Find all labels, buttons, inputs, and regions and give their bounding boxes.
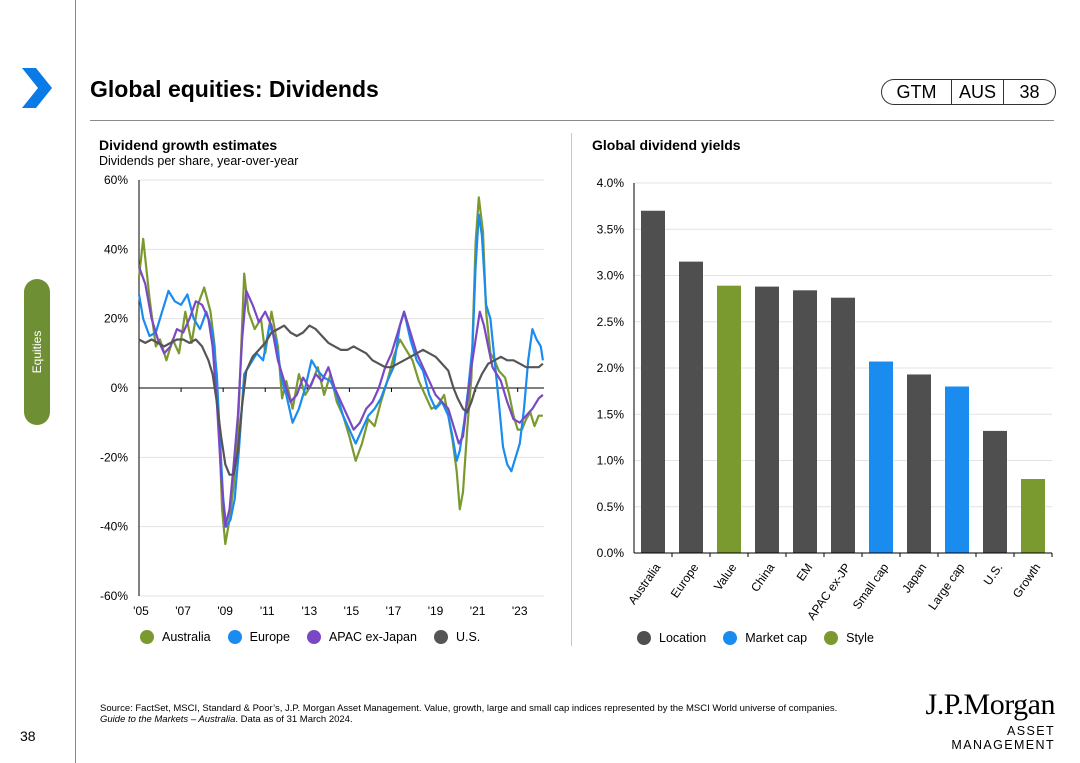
bar-y-tick-label: 2.5% [597, 315, 625, 329]
x-tick-label: '15 [344, 604, 360, 618]
dividend-growth-title: Dividend growth estimates [99, 137, 278, 153]
y-tick-label: 40% [104, 242, 128, 256]
section-tab-equities[interactable]: Equities [24, 279, 50, 425]
bar-japan [907, 374, 931, 553]
x-tick-label: '09 [217, 604, 233, 618]
chart-divider [571, 133, 572, 646]
bar-category-label: Small cap [850, 560, 892, 611]
bar-apac-ex-jp [831, 297, 855, 553]
badge-region: AUS [952, 80, 1004, 104]
series-line-apac-ex-japan [137, 266, 544, 528]
legend-dot-australia [140, 630, 154, 644]
page-title: Global equities: Dividends [90, 76, 379, 102]
x-tick-label: '05 [133, 604, 149, 618]
x-tick-label: '11 [260, 604, 275, 618]
y-tick-label: -60% [100, 589, 128, 603]
jpmorgan-logo: J.P.Morgan ASSET MANAGEMENT [905, 688, 1056, 752]
y-tick-label: 0% [111, 381, 129, 395]
legend-item-us: U.S. [433, 630, 481, 644]
bar-large-cap [945, 386, 969, 553]
series-line-u-s- [138, 324, 544, 476]
legend-dot-europe [227, 630, 242, 644]
x-tick-label: '17 [386, 604, 402, 618]
bar-y-tick-label: 1.0% [597, 454, 625, 468]
x-tick-label: '21 [470, 604, 486, 618]
title-divider [90, 120, 1054, 121]
x-tick-label: '23 [512, 604, 528, 618]
bar-em [793, 290, 817, 553]
x-tick-label: '19 [428, 604, 444, 618]
bar-china [755, 286, 779, 553]
y-tick-label: 20% [104, 312, 128, 326]
legend-dot-location [637, 631, 651, 645]
legend-label-apac: APAC ex-Japan [328, 630, 417, 644]
footnote-guide: Guide to the Markets – Australia [100, 714, 236, 725]
y-tick-label: -20% [100, 450, 128, 464]
legend-item-europe: Europe [227, 630, 290, 644]
chevron-right-icon[interactable] [18, 66, 54, 110]
bar-category-label: Large cap [925, 560, 967, 612]
bar-y-tick-label: 1.5% [597, 407, 625, 421]
legend-item-australia: Australia [140, 630, 211, 644]
bar-category-label: U.S. [981, 561, 1006, 588]
bar-category-label: Europe [668, 560, 702, 600]
legend-label-style: Style [846, 631, 874, 645]
bar-category-label: Australia [625, 560, 663, 607]
bar-y-tick-label: 0.5% [597, 500, 625, 514]
y-tick-label: -40% [100, 520, 128, 534]
legend-label-us: U.S. [455, 630, 481, 644]
page-badge: GTM AUS 38 [881, 79, 1056, 105]
dividend-growth-legend: Australia Europe APAC ex-Japan U.S. [140, 630, 497, 644]
page-number: 38 [20, 728, 36, 744]
legend-item-market-cap: Market cap [723, 631, 807, 645]
bar-y-tick-label: 2.0% [597, 361, 625, 375]
legend-dot-market-cap [723, 631, 738, 645]
legend-dot-us [433, 630, 448, 644]
legend-dot-style [824, 631, 839, 645]
bar-value [717, 285, 741, 553]
left-rail-divider [75, 0, 76, 763]
bar-u-s [983, 430, 1007, 553]
y-tick-label: 60% [104, 173, 128, 187]
badge-page: 38 [1019, 81, 1040, 102]
footnote: Source: FactSet, MSCI, Standard & Poor’s… [100, 703, 860, 725]
legend-item-style: Style [824, 631, 874, 645]
badge-gtm: GTM [882, 80, 952, 104]
footnote-date: . Data as of 31 March 2024. [235, 714, 353, 725]
logo-wordmark: J.P.Morgan [925, 688, 1056, 721]
bar-y-tick-label: 4.0% [597, 176, 625, 190]
bar-y-tick-label: 3.5% [597, 222, 625, 236]
legend-label-location: Location [659, 631, 707, 645]
bar-category-label: Growth [1010, 561, 1044, 601]
legend-item-apac: APAC ex-Japan [306, 630, 417, 644]
x-tick-label: '07 [175, 604, 191, 618]
footnote-source: Source: FactSet, MSCI, Standard & Poor’s… [100, 703, 838, 714]
bar-category-label: China [748, 560, 778, 594]
logo-subtitle: ASSET MANAGEMENT [951, 724, 1055, 752]
bar-australia [641, 210, 665, 553]
legend-item-location: Location [637, 631, 706, 645]
legend-label-market-cap: Market cap [745, 631, 808, 645]
bar-category-label: Japan [899, 561, 929, 596]
bar-category-label: EM [794, 561, 816, 584]
legend-dot-apac [306, 630, 321, 644]
bar-growth [1021, 479, 1045, 553]
bar-category-label: Value [711, 560, 740, 593]
bar-small-cap [869, 361, 893, 553]
bar-y-tick-label: 0.0% [597, 546, 625, 560]
x-tick-label: '13 [301, 604, 317, 618]
series-line-europe [137, 213, 544, 528]
dividend-yields-title: Global dividend yields [592, 137, 741, 153]
dividend-growth-subtitle: Dividends per share, year-over-year [99, 154, 299, 168]
footnote-guide-line: Guide to the Markets – Australia. Data a… [100, 714, 860, 725]
legend-label-europe: Europe [249, 630, 290, 644]
legend-label-australia: Australia [162, 630, 211, 644]
dividend-yields-legend: Location Market cap Style [637, 631, 891, 645]
bar-y-tick-label: 3.0% [597, 269, 625, 283]
bar-europe [679, 261, 703, 553]
